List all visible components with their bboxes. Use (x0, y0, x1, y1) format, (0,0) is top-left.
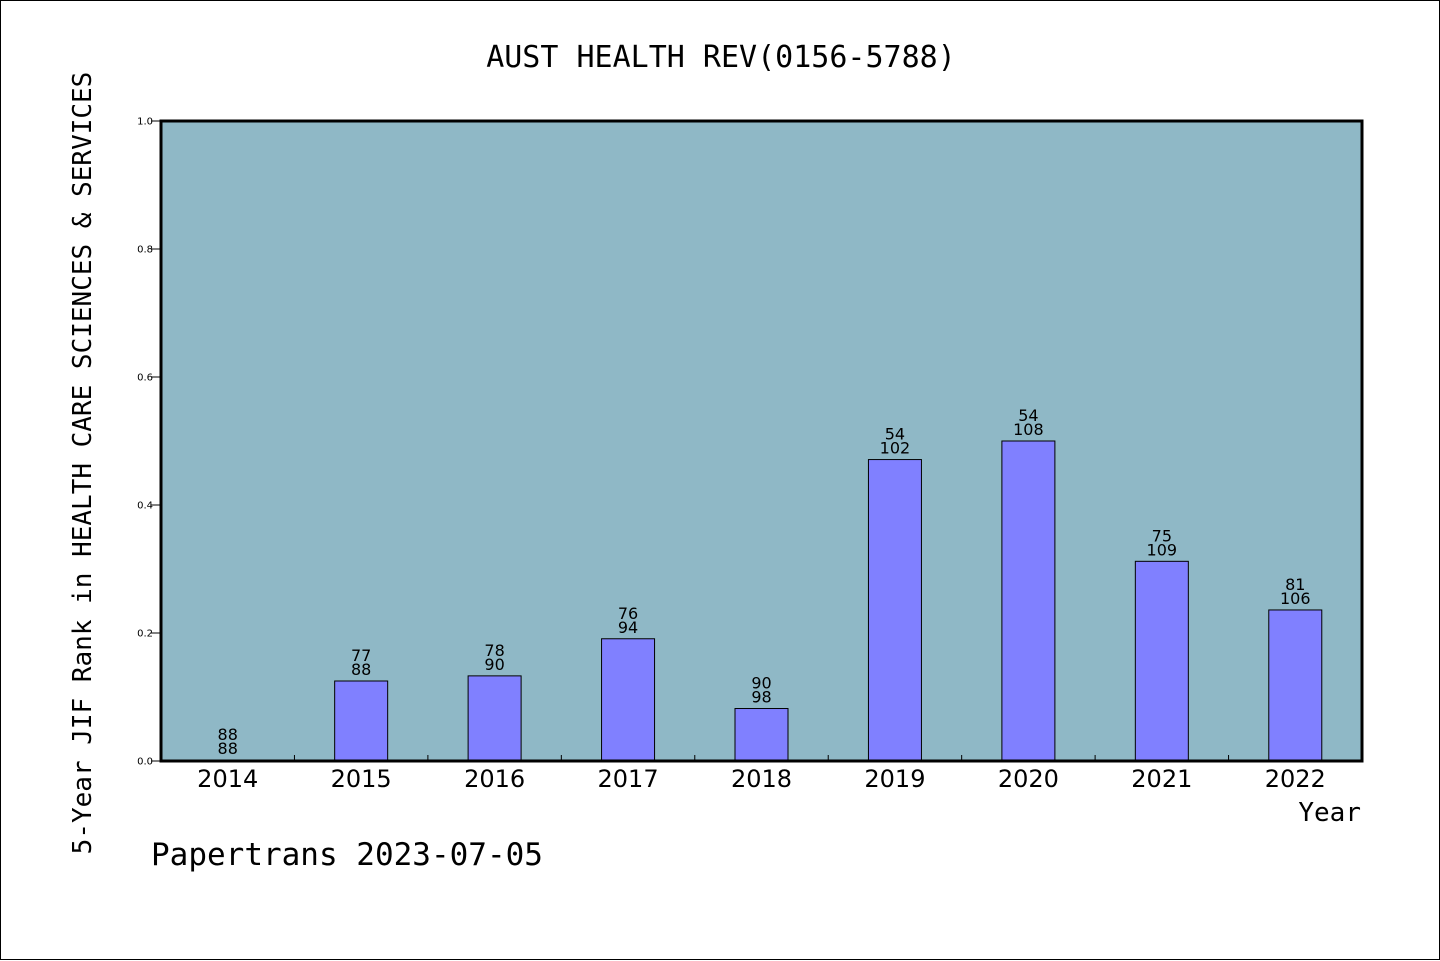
bar-total-label: 88 (218, 739, 238, 758)
bar-rank-label: 88 (218, 725, 238, 744)
x-tick-label: 2015 (331, 765, 392, 793)
y-tick-label: 1.0 (137, 117, 153, 128)
x-tick-label: 2021 (1131, 765, 1192, 793)
bar-rank-label: 77 (351, 646, 371, 665)
bar-total-label: 109 (1147, 540, 1178, 559)
bar-rank-label: 54 (1018, 406, 1038, 425)
x-tick-label: 2014 (197, 765, 258, 793)
x-tick-label: 2020 (998, 765, 1059, 793)
bar-total-label: 102 (880, 439, 911, 458)
footer-credit: Papertrans 2023-07-05 (151, 837, 543, 873)
x-tick-label: 2017 (598, 765, 659, 793)
x-tick-label: 2018 (731, 765, 792, 793)
bar-rank-label: 75 (1152, 526, 1172, 545)
x-axis-tick-labels: 2014 2015 2016 2017 2018 2019 2020 2021 2022 (197, 765, 1326, 793)
bar-rank-label: 76 (618, 604, 638, 623)
bar-2021 (1134, 560, 1189, 762)
x-tick-label: 2016 (464, 765, 525, 793)
bar-2020 (1001, 440, 1056, 762)
y-tick-label: 0.2 (137, 629, 153, 640)
bar-2015 (334, 680, 389, 762)
bar-rank-label: 90 (751, 674, 771, 693)
bar-total-label: 94 (618, 618, 638, 637)
y-tick-label: 0.6 (137, 373, 153, 384)
bar-total-label: 106 (1280, 589, 1311, 608)
bar-rank-label: 81 (1285, 575, 1305, 594)
bar-2016 (467, 675, 522, 762)
x-tick-label: 2022 (1265, 765, 1326, 793)
bar-total-label: 108 (1013, 420, 1044, 439)
bar-2017 (601, 638, 656, 762)
y-axis-label: 5-Year JIF Rank in HEALTH CARE SCIENCES … (68, 72, 98, 855)
y-axis-ticks: 0.0 0.2 0.4 0.6 0.8 1.0 (137, 117, 161, 768)
y-tick-label: 0.4 (137, 501, 153, 512)
y-tick-label: 0.8 (137, 245, 153, 256)
plot-border (159, 119, 1364, 763)
x-axis-label: Year (1298, 798, 1361, 828)
chart-title: AUST HEALTH REV(0156-5788) (486, 40, 956, 75)
bar-2018 (734, 708, 789, 762)
bar-total-label: 88 (351, 660, 371, 679)
bar-2019 (867, 459, 922, 762)
bar-2022 (1268, 609, 1323, 762)
bar-total-label: 98 (751, 688, 771, 707)
x-tick-label: 2019 (864, 765, 925, 793)
bar-rank-label: 78 (484, 641, 504, 660)
y-tick-label: 0.0 (137, 757, 153, 768)
bar-total-label: 90 (484, 655, 504, 674)
bar-rank-label: 54 (885, 425, 905, 444)
